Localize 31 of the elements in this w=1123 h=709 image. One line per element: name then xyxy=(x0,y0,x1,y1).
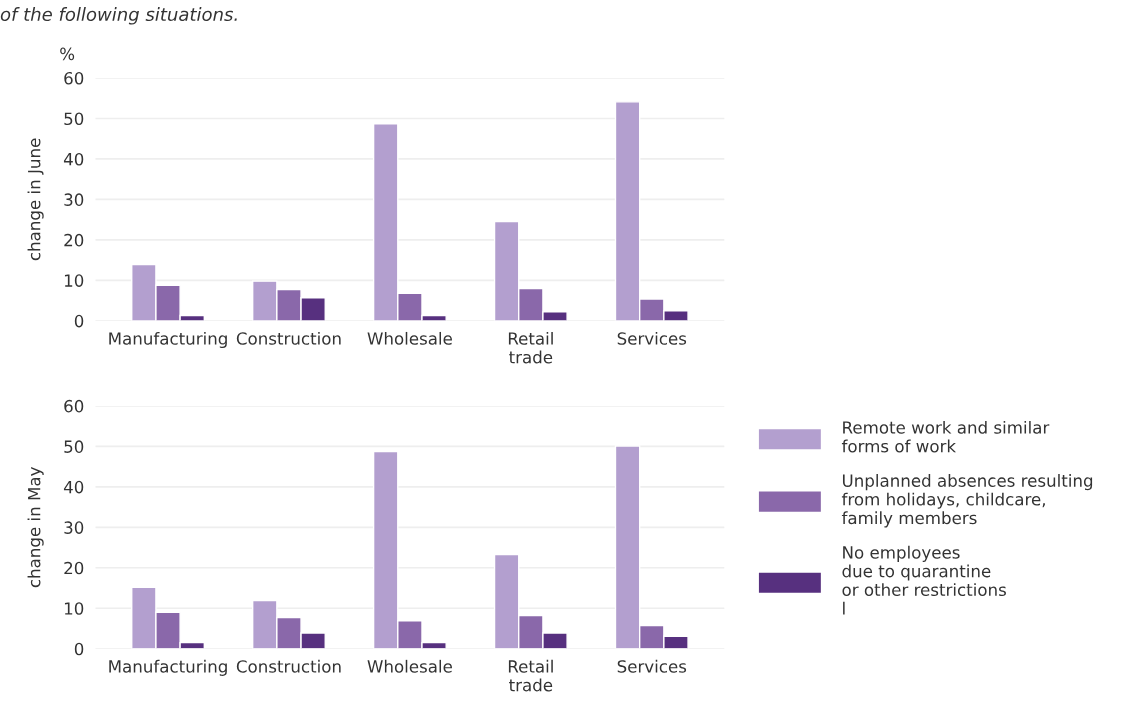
x-tick-label: Retail trade xyxy=(508,659,553,692)
legend-label: Remote work and similar forms of work xyxy=(841,420,1050,453)
y-axis-title: change in June xyxy=(27,138,44,261)
y-axis-title: change in May xyxy=(27,467,44,588)
x-tick-label: Manufacturing xyxy=(109,331,227,349)
text: % xyxy=(60,47,75,61)
y-tick-label: 40 xyxy=(63,152,84,166)
x-tick-label: Construction xyxy=(236,659,341,673)
y-tick-label: 20 xyxy=(64,233,84,247)
y-tick-label: 50 xyxy=(64,440,84,453)
y-tick-label: 0 xyxy=(74,642,84,656)
y-tick-label: 10 xyxy=(64,274,84,287)
legend-label: Unplanned absences resulting from holidays, childcare, family members xyxy=(841,474,1093,528)
y-tick-label: 50 xyxy=(64,112,84,126)
y-tick-label: 60 xyxy=(64,71,84,85)
x-tick-label: Construction xyxy=(236,331,341,345)
x-tick-label: Retail trade xyxy=(508,331,553,364)
x-tick-label: Services xyxy=(617,659,687,673)
y-tick-label: 20 xyxy=(64,561,84,575)
x-tick-label: Wholesale xyxy=(367,331,452,345)
x-tick-label: Manufacturing xyxy=(109,659,227,676)
x-tick-label: Services xyxy=(617,331,687,345)
y-tick-label: 0 xyxy=(74,314,84,328)
legend-label: No employees due to quarantine or other restrictions l xyxy=(842,545,1006,615)
y-tick-label: 10 xyxy=(64,602,84,615)
chart-title: of the following situations. xyxy=(0,7,237,25)
y-tick-label: 40 xyxy=(63,480,84,494)
y-tick-label: 60 xyxy=(64,399,84,413)
x-tick-label: Wholesale xyxy=(367,659,452,673)
y-tick-label: 30 xyxy=(64,521,84,534)
y-tick-label: 30 xyxy=(64,193,84,206)
